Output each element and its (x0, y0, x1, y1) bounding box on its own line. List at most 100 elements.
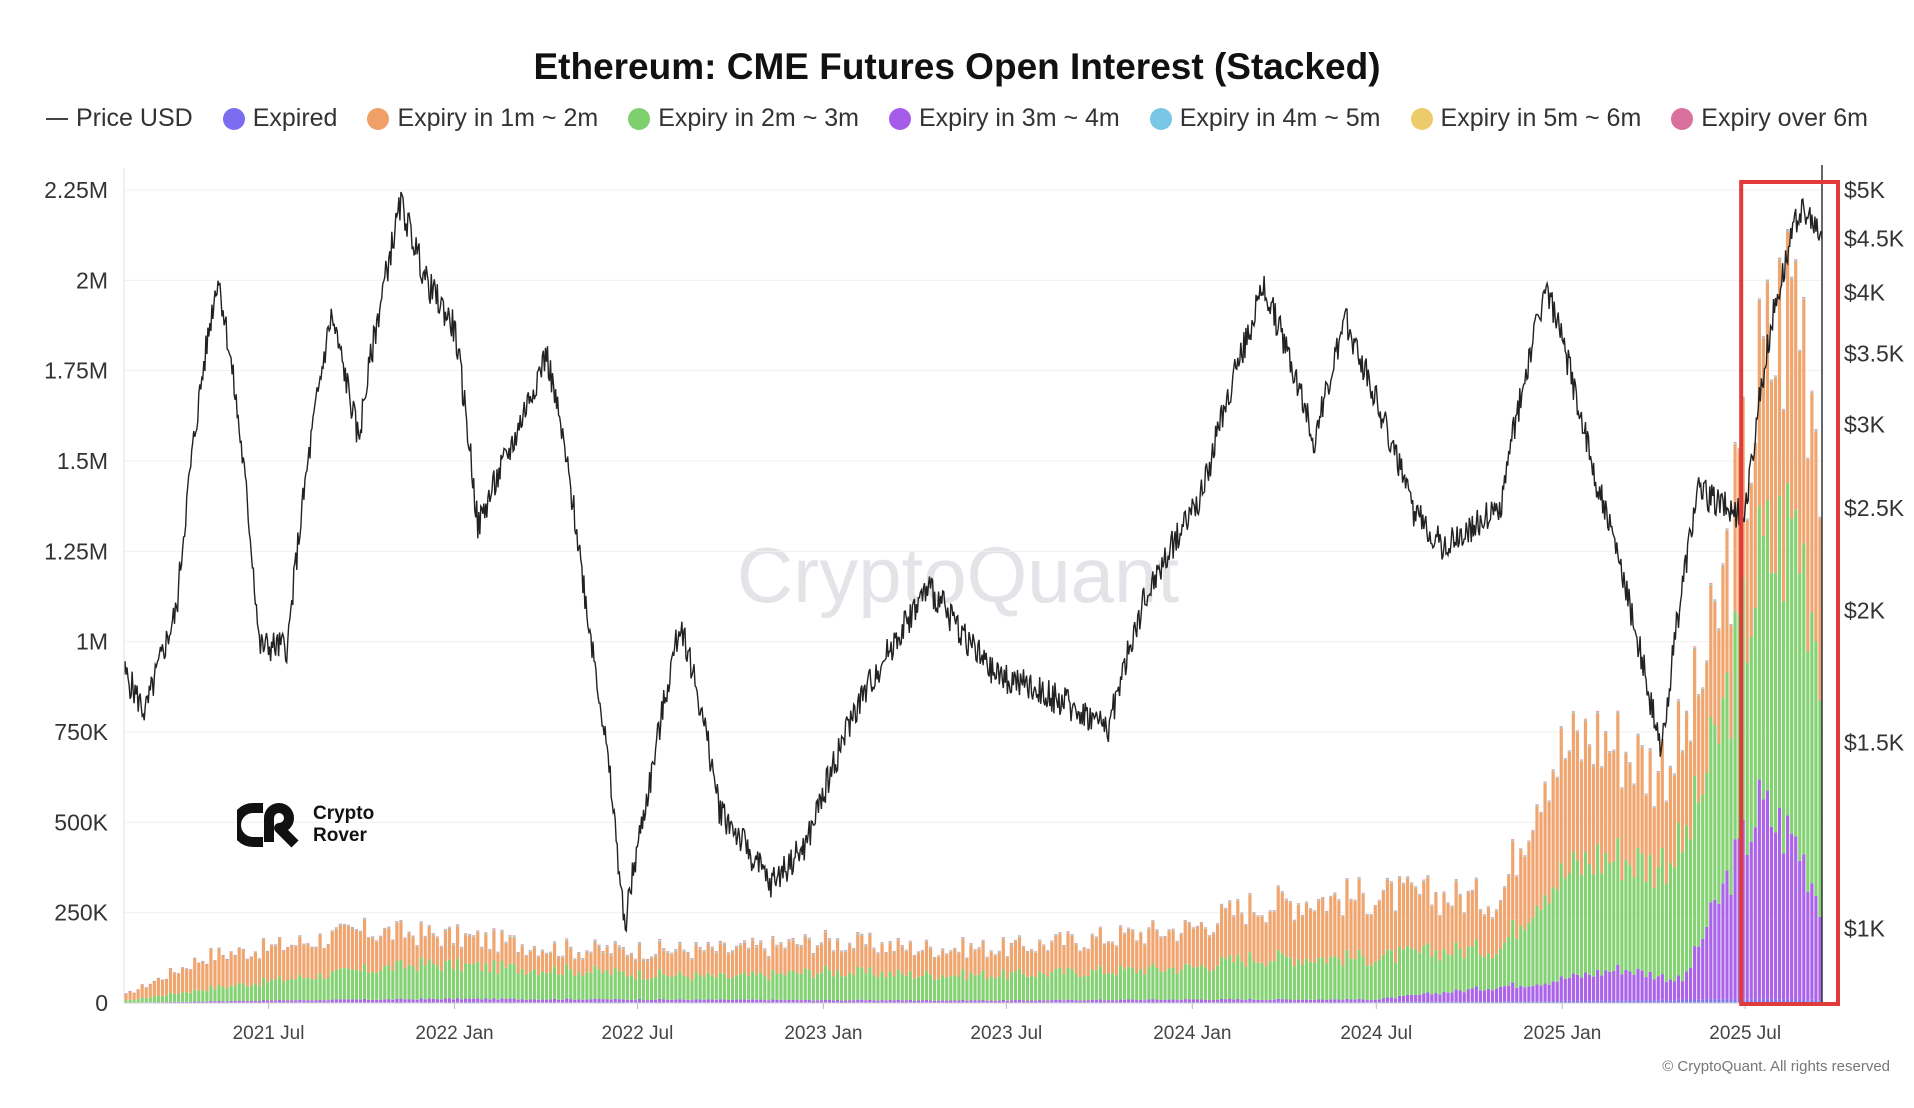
legend-item-2m-3m[interactable]: Expiry in 2m ~ 3m (628, 104, 859, 133)
oi-bar-segment (1009, 944, 1014, 945)
oi-bar-segment (888, 971, 892, 1001)
oi-bar-segment (827, 940, 832, 971)
oi-bar-segment (1135, 941, 1139, 974)
oi-bar-segment (1215, 999, 1220, 1003)
oi-bar-segment (621, 971, 625, 1000)
oi-bar-segment (1494, 909, 1499, 911)
oi-bar-segment (714, 951, 718, 953)
oi-bar-segment (1118, 999, 1123, 1003)
oi-bar-segment (1410, 948, 1414, 995)
oi-bar-segment (1757, 298, 1761, 300)
oi-bar-segment (908, 999, 912, 1003)
oi-bar-segment (1507, 875, 1511, 876)
oi-bar-segment (662, 949, 666, 951)
oi-bar-segment (1818, 517, 1822, 518)
oi-bar-segment (722, 973, 726, 1000)
oi-bar-segment (1559, 976, 1563, 1001)
oi-bar-segment (1260, 999, 1264, 1003)
oi-bar-segment (1211, 933, 1216, 971)
oi-bar-segment (468, 998, 472, 1002)
oi-bar-segment (573, 960, 577, 977)
oi-bar-segment (637, 999, 642, 1002)
oi-bar-segment (1434, 891, 1438, 893)
oi-bar-segment (468, 963, 472, 999)
oi-bar-segment (1292, 921, 1297, 967)
oi-bar-segment (811, 1000, 815, 1003)
oi-bar-segment (1680, 999, 1685, 1003)
oi-bar-segment (496, 952, 500, 953)
legend-item-price[interactable]: Price USD (46, 104, 193, 133)
oi-bar-segment (714, 977, 718, 1000)
oi-bar-segment (439, 999, 443, 1003)
oi-bar-segment (791, 970, 795, 1000)
oi-bar-segment (1769, 826, 1774, 1000)
oi-bar-segment (1191, 928, 1195, 968)
oi-bar-segment (1733, 442, 1737, 443)
oi-bar-segment (476, 930, 480, 932)
oi-bar-segment (1240, 961, 1244, 1000)
oi-bar-segment (1337, 958, 1341, 1000)
oi-bar-segment (1406, 1001, 1410, 1003)
oi-bar-segment (977, 947, 981, 949)
oi-bar-segment (314, 947, 318, 948)
oi-bar-segment (682, 975, 686, 1000)
oi-bar-segment (1474, 1001, 1478, 1003)
legend-item-5m-6m[interactable]: Expiry in 5m ~ 6m (1410, 104, 1641, 133)
oi-bar-segment (447, 927, 452, 928)
oi-bar-segment (872, 948, 876, 949)
oi-bar-segment (298, 935, 302, 937)
oi-bar-segment (241, 949, 245, 984)
oi-bar-segment (1078, 950, 1082, 952)
oi-bar-segment (1191, 928, 1195, 929)
oi-bar-segment (480, 947, 484, 949)
oi-bar-segment (1191, 999, 1195, 1003)
oi-bar-segment (201, 1001, 205, 1003)
oi-bar-segment (1021, 947, 1026, 975)
legend-item-expired[interactable]: Expired (222, 104, 337, 133)
oi-bar-segment (589, 953, 593, 973)
oi-bar-segment (136, 989, 140, 1000)
legend-item-3m-4m[interactable]: Expiry in 3m ~ 4m (888, 104, 1120, 133)
oi-bar-segment (1604, 970, 1608, 1001)
oi-bar-segment (1013, 940, 1018, 942)
oi-bar-segment (1543, 895, 1547, 984)
oi-bar-segment (589, 951, 593, 953)
oi-bar-segment (937, 956, 941, 979)
oi-bar-segment (1110, 941, 1115, 943)
oi-bar-segment (1583, 720, 1588, 852)
oi-bar-segment (649, 957, 654, 958)
oi-bar-segment (1385, 949, 1389, 998)
oi-bar-segment (1790, 833, 1794, 1000)
oi-bar-segment (403, 938, 407, 969)
oi-bar-segment (1034, 1000, 1038, 1003)
oi-bar-segment (1183, 921, 1187, 922)
oi-bar-segment (973, 950, 977, 951)
oi-bar-segment (1001, 939, 1005, 970)
oi-bar-segment (1288, 901, 1292, 902)
legend-item-1m-2m[interactable]: Expiry in 1m ~ 2m (367, 104, 598, 133)
oi-bar-segment (383, 928, 387, 929)
oi-bar-segment (362, 998, 367, 1003)
oi-bar-segment (645, 1000, 650, 1003)
oi-bar-segment (1159, 971, 1163, 1000)
oi-bar-segment (1389, 882, 1394, 883)
oi-bar-segment (189, 969, 193, 970)
oi-bar-segment (1583, 719, 1588, 720)
oi-bar-segment (1175, 941, 1179, 942)
oi-bar-segment (1074, 943, 1078, 945)
oi-bar-segment (1446, 1001, 1450, 1003)
oi-bar-segment (787, 939, 791, 940)
oi-bar-segment (637, 944, 642, 971)
y-left-tick-label: 1.5M (57, 448, 108, 474)
oi-bar-segment (1705, 772, 1709, 928)
oi-bar-segment (1025, 976, 1030, 1001)
oi-bar-segment (783, 948, 787, 950)
oi-bar-segment (1050, 942, 1054, 972)
x-tick-label: 2024 Jul (1340, 1023, 1412, 1044)
oi-bar-segment (168, 968, 173, 969)
oi-bar-segment (1503, 887, 1507, 943)
legend-item-4m-5m[interactable]: Expiry in 4m ~ 5m (1149, 104, 1381, 133)
legend-item-over-6m[interactable]: Expiry over 6m (1671, 104, 1868, 133)
oi-bar-segment (472, 935, 476, 937)
oi-bar-segment (621, 947, 625, 949)
